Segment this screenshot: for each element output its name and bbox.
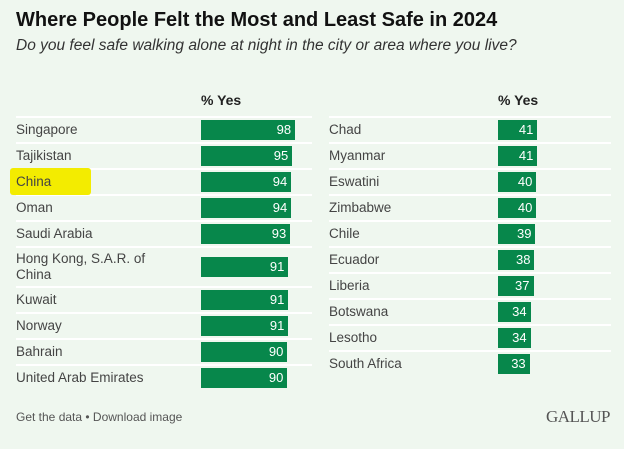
chart-subtitle: Do you feel safe walking alone at night …: [16, 37, 517, 54]
country-label: Chile: [329, 226, 360, 241]
table-row: Hong Kong, S.A.R. of China 91: [16, 246, 312, 286]
bar: 91: [201, 316, 289, 336]
table-row: Singapore 98: [16, 116, 312, 142]
table-row: Botswana 34: [329, 298, 611, 324]
download-image-link[interactable]: Download image: [92, 410, 183, 424]
get-data-link[interactable]: Get the data: [16, 410, 83, 424]
bar: 90: [201, 368, 288, 388]
bar: 34: [498, 302, 531, 322]
bar: 41: [498, 120, 538, 140]
table-row: South Africa 33: [329, 350, 611, 376]
bar: 91: [201, 290, 289, 310]
bar: 37: [498, 276, 534, 296]
table-row: Chad 41: [329, 116, 611, 142]
country-label: Zimbabwe: [329, 200, 392, 215]
bar: 95: [201, 146, 293, 166]
table-row: Saudi Arabia 93: [16, 220, 312, 246]
bar: 40: [498, 198, 537, 218]
table-row: Myanmar 41: [329, 142, 611, 168]
country-label: Liberia: [329, 278, 370, 293]
bar: 38: [498, 250, 535, 270]
table-row: Lesotho 34: [329, 324, 611, 350]
table-row: Norway 91: [16, 312, 312, 338]
table-row: United Arab Emirates 90: [16, 364, 312, 390]
table-row: Liberia 37: [329, 272, 611, 298]
highlight-marker: China: [10, 168, 92, 195]
country-label: Norway: [16, 318, 62, 333]
bar: 33: [498, 354, 530, 374]
bar: 34: [498, 328, 531, 348]
bar: 94: [201, 198, 292, 218]
country-label: Hong Kong, S.A.R. of China: [16, 251, 146, 282]
country-label: South Africa: [329, 356, 402, 371]
column-header-left: % Yes: [201, 92, 242, 108]
least-safe-table: Chad 41 Myanmar 41 Eswatini 40 Zimbabwe 40 Chile…: [329, 116, 611, 376]
bar: 90: [201, 342, 288, 362]
bar: 41: [498, 146, 538, 166]
table-row: Chile 39: [329, 220, 611, 246]
country-label: Lesotho: [329, 330, 378, 345]
gallup-logo: GALLUP: [545, 407, 611, 426]
table-row: Oman 94: [16, 194, 312, 220]
country-label: Ecuador: [329, 252, 380, 267]
table-row: Tajikistan 95: [16, 142, 312, 168]
country-label: Tajikistan: [16, 148, 72, 163]
footer-links: Get the data • Download image: [16, 410, 182, 424]
country-label: Eswatini: [329, 174, 380, 189]
table-row: Kuwait 91: [16, 286, 312, 312]
bar: 93: [201, 224, 291, 244]
country-label: Singapore: [16, 122, 78, 137]
column-header-right: % Yes: [498, 92, 539, 108]
table-row: Eswatini 40: [329, 168, 611, 194]
bar: 40: [498, 172, 537, 192]
table-row: Ecuador 38: [329, 246, 611, 272]
country-label: Botswana: [329, 304, 389, 319]
bar: 39: [498, 224, 536, 244]
table-row: China 94: [10, 168, 312, 195]
table-row: Zimbabwe 40: [329, 194, 611, 220]
country-label: United Arab Emirates: [16, 370, 144, 385]
country-label: Oman: [16, 200, 53, 215]
country-label: Bahrain: [16, 344, 63, 359]
chart-title: Where People Felt the Most and Least Saf…: [16, 9, 498, 31]
separator: •: [82, 410, 93, 424]
table-row: Bahrain 90: [16, 338, 312, 364]
country-label: Kuwait: [16, 292, 57, 307]
most-safe-table: Singapore 98 Tajikistan 95 China 94 Oman 94 Saud…: [10, 116, 312, 390]
country-label: China: [10, 168, 201, 195]
country-label: Myanmar: [329, 148, 386, 163]
country-label: Saudi Arabia: [16, 226, 93, 241]
bar: 91: [201, 257, 289, 277]
bar: 98: [201, 120, 296, 140]
country-label: Chad: [329, 122, 362, 137]
bar: 94: [201, 172, 292, 192]
